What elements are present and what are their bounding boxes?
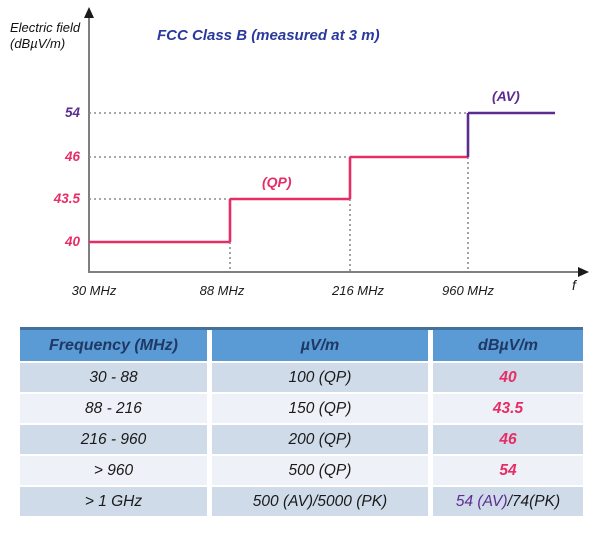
table-grid: Frequency (MHz) µV/m dBµV/m 30 - 88 100 … bbox=[20, 330, 583, 516]
x-tick-30mhz: 30 MHz bbox=[71, 283, 117, 298]
table-top-border bbox=[20, 327, 583, 330]
fcc-limits-chart: Electric field (dBµV/m) FCC Class B (mea… bbox=[10, 7, 589, 298]
table-cell-uvm-1: 150 (QP) bbox=[212, 394, 428, 423]
y-tick-40: 40 bbox=[64, 234, 80, 249]
table-cell-freq-3: > 960 bbox=[20, 456, 207, 485]
x-tick-216mhz: 216 MHz bbox=[331, 283, 385, 298]
table-cell-dbuv-4-pk: /74(PK) bbox=[507, 492, 561, 510]
y-tick-43-5: 43.5 bbox=[53, 191, 80, 206]
table-cell-uvm-4: 500 (AV)/5000 (PK) bbox=[212, 487, 428, 516]
y-tick-46: 46 bbox=[64, 149, 80, 164]
y-axis-label-line2: (dBµV/m) bbox=[10, 36, 66, 51]
table-cell-dbuv-4: 54 (AV)/74(PK) bbox=[433, 487, 583, 516]
x-tick-88mhz: 88 MHz bbox=[199, 283, 245, 298]
step-chart-canvas bbox=[84, 7, 589, 277]
fcc-limits-table: Frequency (MHz) µV/m dBµV/m 30 - 88 100 … bbox=[20, 327, 583, 516]
table-cell-freq-1: 88 - 216 bbox=[20, 394, 207, 423]
x-axis-label-f: f bbox=[572, 277, 576, 293]
table-cell-dbuv-0: 40 bbox=[433, 363, 583, 392]
table-cell-uvm-0: 100 (QP) bbox=[212, 363, 428, 392]
chart-title: FCC Class B (measured at 3 m) bbox=[157, 27, 380, 44]
table-cell-dbuv-1: 43.5 bbox=[433, 394, 583, 423]
col-header-uvm: µV/m bbox=[212, 330, 428, 361]
table-cell-dbuv-4-av: 54 (AV) bbox=[455, 492, 508, 510]
y-axis-label-line1: Electric field bbox=[10, 20, 81, 35]
table-cell-uvm-2: 200 (QP) bbox=[212, 425, 428, 454]
table-cell-freq-4: > 1 GHz bbox=[20, 487, 207, 516]
table-cell-dbuv-2: 46 bbox=[433, 425, 583, 454]
av-annotation: (AV) bbox=[492, 88, 520, 104]
table-cell-freq-2: 216 - 960 bbox=[20, 425, 207, 454]
x-tick-960mhz: 960 MHz bbox=[441, 283, 495, 298]
col-header-dbuvm: dBµV/m bbox=[433, 330, 583, 361]
table-cell-dbuv-3: 54 bbox=[433, 456, 583, 485]
qp-annotation: (QP) bbox=[262, 174, 292, 190]
table-cell-uvm-3: 500 (QP) bbox=[212, 456, 428, 485]
table-cell-freq-0: 30 - 88 bbox=[20, 363, 207, 392]
y-tick-54: 54 bbox=[64, 105, 80, 120]
col-header-frequency: Frequency (MHz) bbox=[20, 330, 207, 361]
